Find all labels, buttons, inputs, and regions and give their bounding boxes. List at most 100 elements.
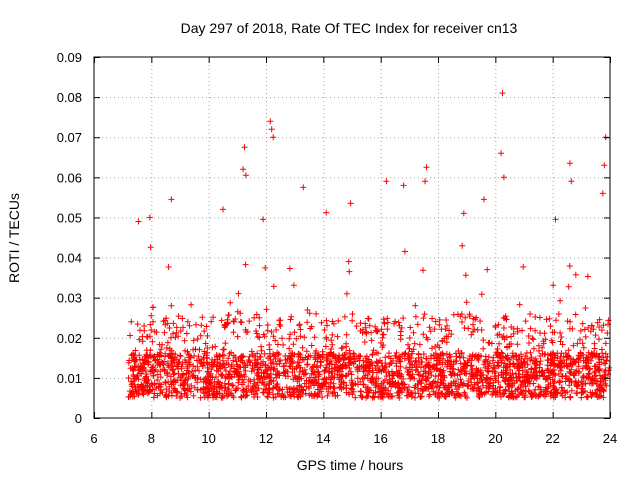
data-point <box>225 312 232 319</box>
data-point <box>208 318 215 325</box>
data-point <box>536 314 543 321</box>
data-point <box>139 338 146 345</box>
data-point <box>338 345 345 352</box>
data-point <box>286 345 293 352</box>
data-point <box>456 353 463 360</box>
data-point <box>536 364 543 371</box>
data-point <box>222 323 229 330</box>
data-point <box>432 391 439 398</box>
data-point <box>252 390 259 397</box>
data-point <box>276 358 283 365</box>
data-point <box>299 391 306 397</box>
data-point <box>566 325 573 332</box>
data-point <box>255 373 262 380</box>
data-point <box>363 329 370 336</box>
data-point <box>424 375 430 382</box>
data-point <box>561 387 568 394</box>
data-point <box>507 377 514 384</box>
data-point <box>232 316 239 322</box>
data-point <box>161 366 168 373</box>
data-point <box>592 332 599 339</box>
data-point <box>590 380 597 387</box>
data-point <box>364 385 371 392</box>
data-point <box>504 343 510 350</box>
data-point <box>527 357 534 364</box>
data-point <box>584 394 591 401</box>
plot-frame <box>93 56 611 419</box>
grid-lines <box>94 57 610 418</box>
data-point <box>530 336 537 343</box>
data-point <box>508 388 515 395</box>
data-point <box>403 365 410 371</box>
data-point <box>600 354 607 361</box>
data-point <box>188 382 195 389</box>
data-point <box>209 356 216 363</box>
data-point <box>209 363 216 370</box>
data-point <box>288 313 295 320</box>
outlier-point <box>135 218 142 225</box>
data-point <box>236 377 242 383</box>
data-point <box>289 365 296 372</box>
data-point <box>405 389 412 395</box>
data-point <box>598 392 605 399</box>
data-point <box>602 340 609 347</box>
data-point <box>142 373 149 380</box>
data-point <box>331 365 338 372</box>
data-point <box>583 393 590 400</box>
data-point <box>304 319 311 326</box>
data-point <box>438 372 445 379</box>
data-point <box>174 363 181 370</box>
data-point <box>255 366 262 373</box>
data-point <box>166 383 173 390</box>
data-point <box>565 347 572 354</box>
data-point <box>496 340 503 347</box>
data-point <box>457 376 464 383</box>
data-point <box>165 362 171 369</box>
data-point <box>296 369 303 375</box>
data-point <box>495 363 501 370</box>
data-point <box>488 340 495 347</box>
data-point <box>336 357 343 363</box>
data-point <box>431 326 438 333</box>
data-point <box>330 380 337 387</box>
data-point <box>172 334 179 341</box>
data-point <box>375 360 381 367</box>
data-point <box>272 337 279 344</box>
data-point <box>578 394 585 401</box>
data-point <box>148 327 155 333</box>
data-point <box>321 376 328 383</box>
data-point <box>224 393 231 400</box>
data-point <box>477 318 484 325</box>
data-point <box>415 371 422 378</box>
data-point <box>267 360 274 367</box>
data-point <box>391 320 397 327</box>
data-point <box>192 367 199 374</box>
data-point <box>558 384 565 391</box>
data-point <box>140 386 147 393</box>
data-point <box>366 322 373 329</box>
data-point <box>527 372 534 379</box>
outlier-point <box>552 216 559 223</box>
outlier-point <box>599 190 606 197</box>
data-point <box>185 376 192 382</box>
data-point <box>436 344 443 351</box>
data-point <box>491 388 498 395</box>
data-point <box>181 377 187 384</box>
data-point <box>485 368 492 375</box>
data-point <box>292 374 299 381</box>
data-point <box>135 388 142 394</box>
data-point <box>544 385 551 392</box>
data-point <box>535 383 542 390</box>
data-point <box>349 380 356 387</box>
data-point <box>175 313 182 320</box>
data-point <box>201 376 208 383</box>
data-point <box>349 317 356 324</box>
data-point <box>314 355 321 362</box>
data-point <box>443 339 450 346</box>
data-point <box>503 370 510 376</box>
data-point <box>495 321 502 328</box>
data-point <box>496 387 503 394</box>
data-point <box>597 378 604 385</box>
data-point <box>380 342 387 349</box>
data-point <box>192 375 199 382</box>
